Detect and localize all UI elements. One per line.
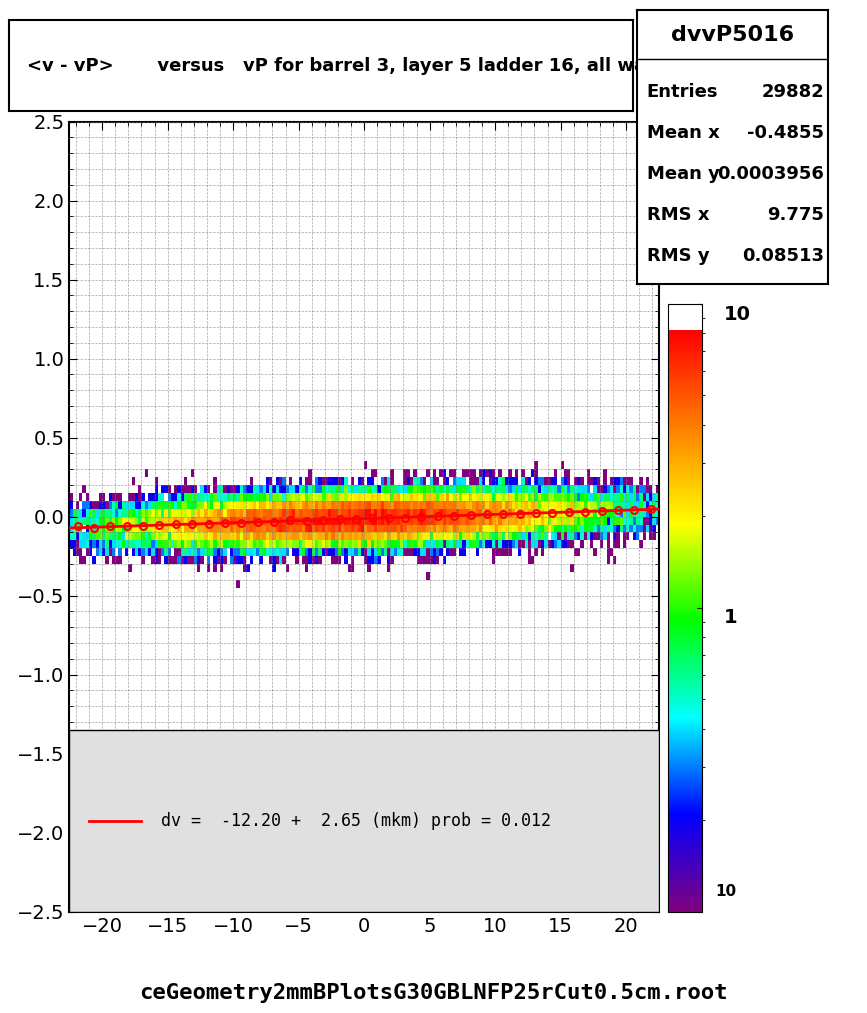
Text: dvvP5016: dvvP5016 bbox=[671, 24, 794, 45]
Text: ceGeometry2mmBPlotsG30GBLNFP25rCut0.5cm.root: ceGeometry2mmBPlotsG30GBLNFP25rCut0.5cm.… bbox=[140, 983, 727, 1003]
Bar bbox=[69, 730, 659, 912]
Text: Mean x: Mean x bbox=[647, 125, 720, 142]
Text: RMS x: RMS x bbox=[647, 207, 709, 224]
Text: 1: 1 bbox=[724, 609, 738, 627]
Text: 10: 10 bbox=[724, 305, 751, 323]
Text: 0.0003956: 0.0003956 bbox=[717, 165, 825, 183]
Text: Mean y: Mean y bbox=[647, 165, 720, 183]
Text: Entries: Entries bbox=[647, 83, 718, 101]
Text: 29882: 29882 bbox=[761, 83, 825, 101]
Text: dv =  -12.20 +  2.65 (mkm) prob = 0.012: dv = -12.20 + 2.65 (mkm) prob = 0.012 bbox=[161, 811, 551, 830]
Text: RMS y: RMS y bbox=[647, 247, 709, 265]
Text: -0.4855: -0.4855 bbox=[747, 125, 825, 142]
Text: 0.08513: 0.08513 bbox=[742, 247, 825, 265]
Text: <v - vP>       versus   vP for barrel 3, layer 5 ladder 16, all wafers: <v - vP> versus vP for barrel 3, layer 5… bbox=[28, 57, 686, 75]
Text: 9.775: 9.775 bbox=[767, 207, 825, 224]
Text: 10: 10 bbox=[715, 884, 736, 899]
